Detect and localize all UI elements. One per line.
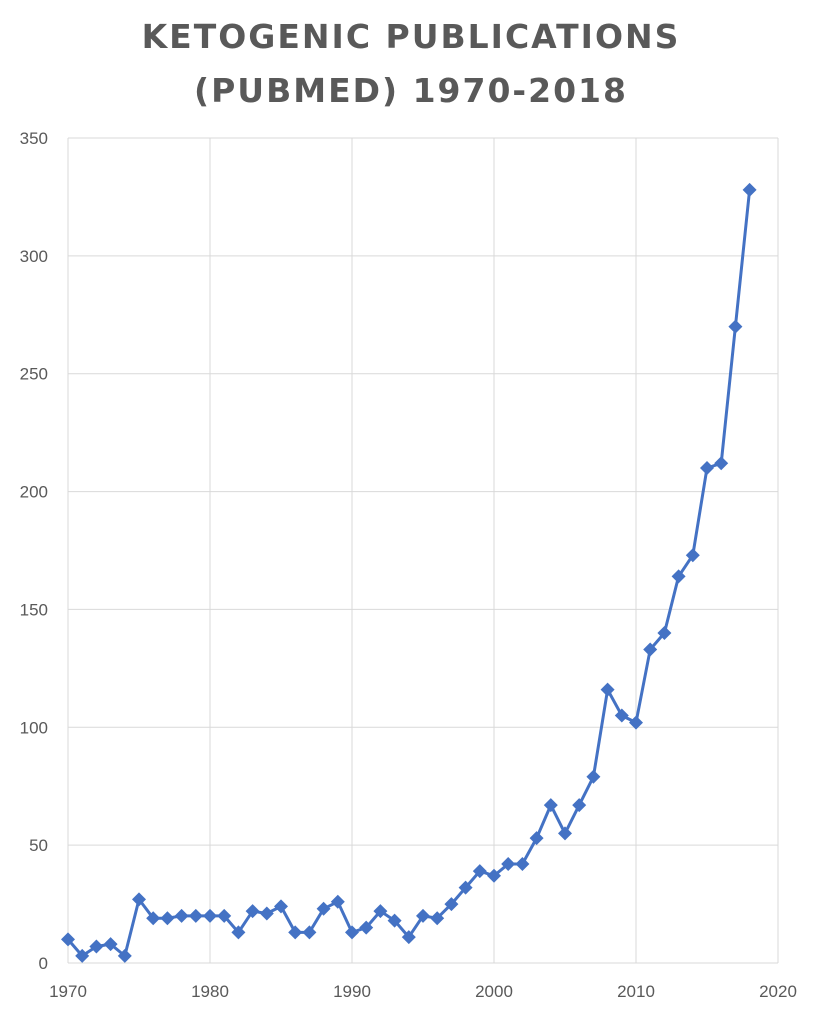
y-tick-label: 300 [20, 247, 48, 266]
data-point-2011 [643, 642, 658, 657]
chart-title: KETOGENIC PUBLICATIONS (PUBMED) 1970-201… [0, 10, 822, 118]
y-tick-label: 100 [20, 718, 48, 737]
data-point-2015 [700, 461, 714, 475]
x-tick-label: 2010 [617, 982, 655, 1001]
data-point-1994 [401, 930, 416, 945]
y-tick-label: 150 [20, 600, 48, 619]
data-point-2001 [501, 857, 516, 871]
series-line [66, 189, 752, 958]
data-point-1971 [75, 948, 90, 963]
data-point-1987 [302, 925, 317, 940]
data-point-2010 [629, 715, 643, 730]
data-point-2003 [529, 831, 544, 846]
data-point-2014 [685, 548, 700, 563]
data-point-1990 [345, 925, 359, 940]
data-point-1977 [160, 911, 175, 926]
data-point-1999 [472, 864, 487, 879]
data-point-2007 [586, 769, 601, 784]
y-gridlines [68, 137, 778, 964]
data-point-1973 [103, 937, 118, 952]
data-point-2008 [600, 682, 615, 697]
data-point-1992 [373, 904, 388, 919]
x-tick-label: 2000 [475, 982, 513, 1001]
data-point-2017 [728, 319, 743, 334]
data-point-1979 [188, 908, 203, 923]
y-tick-label: 200 [20, 483, 48, 502]
data-point-1970 [61, 932, 75, 947]
data-point-2013 [671, 569, 686, 584]
y-tick-label: 350 [20, 129, 48, 148]
data-point-1980 [203, 908, 217, 923]
data-point-2009 [614, 708, 629, 723]
data-point-1993 [387, 913, 402, 928]
data-point-1985 [274, 899, 288, 914]
x-gridlines [67, 138, 779, 963]
data-point-2012 [657, 626, 672, 640]
y-axis-tick-labels: 0 50 100 150 200 250 300 350 [20, 129, 48, 973]
data-point-1984 [259, 906, 274, 921]
y-tick-label: 0 [39, 954, 48, 973]
data-point-2018 [742, 182, 757, 197]
data-point-2006 [572, 798, 587, 813]
data-point-1998 [458, 880, 473, 895]
data-point-1983 [245, 904, 260, 919]
data-point-1978 [174, 908, 189, 923]
data-point-2005 [558, 826, 572, 841]
data-point-1988 [316, 901, 331, 916]
chart-title-line-2: (PUBMED) 1970-2018 [194, 71, 628, 110]
data-point-1976 [146, 911, 161, 926]
data-point-2004 [543, 798, 558, 813]
data-point-1989 [330, 894, 345, 909]
data-point-2000 [487, 868, 501, 883]
data-point-1975 [132, 892, 146, 907]
data-point-1996 [430, 911, 445, 926]
chart-title-line-1: KETOGENIC PUBLICATIONS [141, 17, 681, 56]
data-point-1972 [89, 939, 104, 954]
x-tick-label: 2020 [759, 982, 797, 1001]
x-tick-label: 1980 [191, 982, 229, 1001]
data-point-1986 [288, 925, 303, 940]
x-axis-tick-labels: 1970 1980 1990 2000 2010 2020 [49, 982, 797, 1001]
y-tick-label: 250 [20, 365, 48, 384]
data-point-1991 [359, 920, 374, 935]
data-point-2016 [714, 456, 729, 471]
data-point-1982 [231, 925, 246, 940]
data-point-1995 [416, 908, 430, 923]
x-tick-label: 1970 [49, 982, 87, 1001]
data-point-2002 [515, 857, 530, 871]
x-tick-label: 1990 [333, 982, 371, 1001]
series-publications [61, 182, 757, 963]
data-point-1997 [444, 897, 459, 912]
y-tick-label: 50 [29, 836, 48, 855]
data-point-1981 [217, 908, 232, 923]
data-point-1974 [117, 948, 132, 963]
